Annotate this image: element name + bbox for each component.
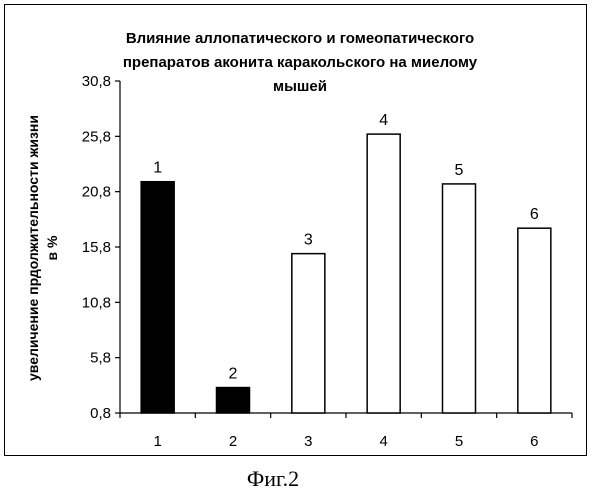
bar (292, 254, 325, 413)
x-tick-label: 4 (379, 433, 387, 450)
axes (120, 81, 572, 413)
x-tick-label: 6 (530, 433, 538, 450)
bar (141, 182, 174, 413)
y-ticks: 0,8 5,8 10,8 15,8 20,8 25,8 30,8 (82, 73, 120, 422)
y-tick-label: 25,8 (82, 128, 111, 145)
y-tick-label: 0,8 (90, 405, 111, 422)
y-tick-label: 10,8 (82, 294, 111, 311)
figure-caption: Фиг.2 (247, 466, 299, 491)
title-line-3: мышей (273, 78, 327, 95)
chart-title: Влияние аллопатического и гомеопатическо… (123, 30, 478, 95)
x-tick-label: 1 (153, 433, 161, 450)
bar-data-label: 5 (455, 162, 464, 179)
y-axis-title-line-1: увеличение прдолжительности жизни (25, 115, 41, 381)
bar (518, 228, 551, 413)
title-line-1: Влияние аллопатического и гомеопатическо… (126, 30, 474, 47)
x-tick-label: 2 (229, 433, 237, 450)
bar-data-label: 4 (379, 112, 388, 129)
bar-data-label: 2 (229, 366, 238, 383)
x-ticks: 1 2 3 4 5 6 (120, 413, 572, 450)
y-tick-label: 5,8 (90, 350, 111, 367)
bar (367, 134, 400, 413)
y-axis-title: увеличение прдолжительности жизни в % (25, 115, 60, 381)
y-tick-label: 15,8 (82, 239, 111, 256)
y-tick-label: 20,8 (82, 184, 111, 201)
bars: 1 2 3 4 5 6 (141, 112, 551, 413)
title-line-2: препаратов аконита каракольского на миел… (123, 54, 478, 71)
bar (217, 388, 250, 413)
bar-data-label: 1 (153, 160, 162, 177)
y-axis-title-line-2: в % (44, 235, 60, 260)
y-tick-label: 30,8 (82, 73, 111, 90)
x-tick-label: 5 (455, 433, 463, 450)
bar (443, 184, 476, 413)
bar-data-label: 6 (530, 206, 539, 223)
x-tick-label: 3 (304, 433, 312, 450)
bar-data-label: 3 (304, 232, 313, 249)
